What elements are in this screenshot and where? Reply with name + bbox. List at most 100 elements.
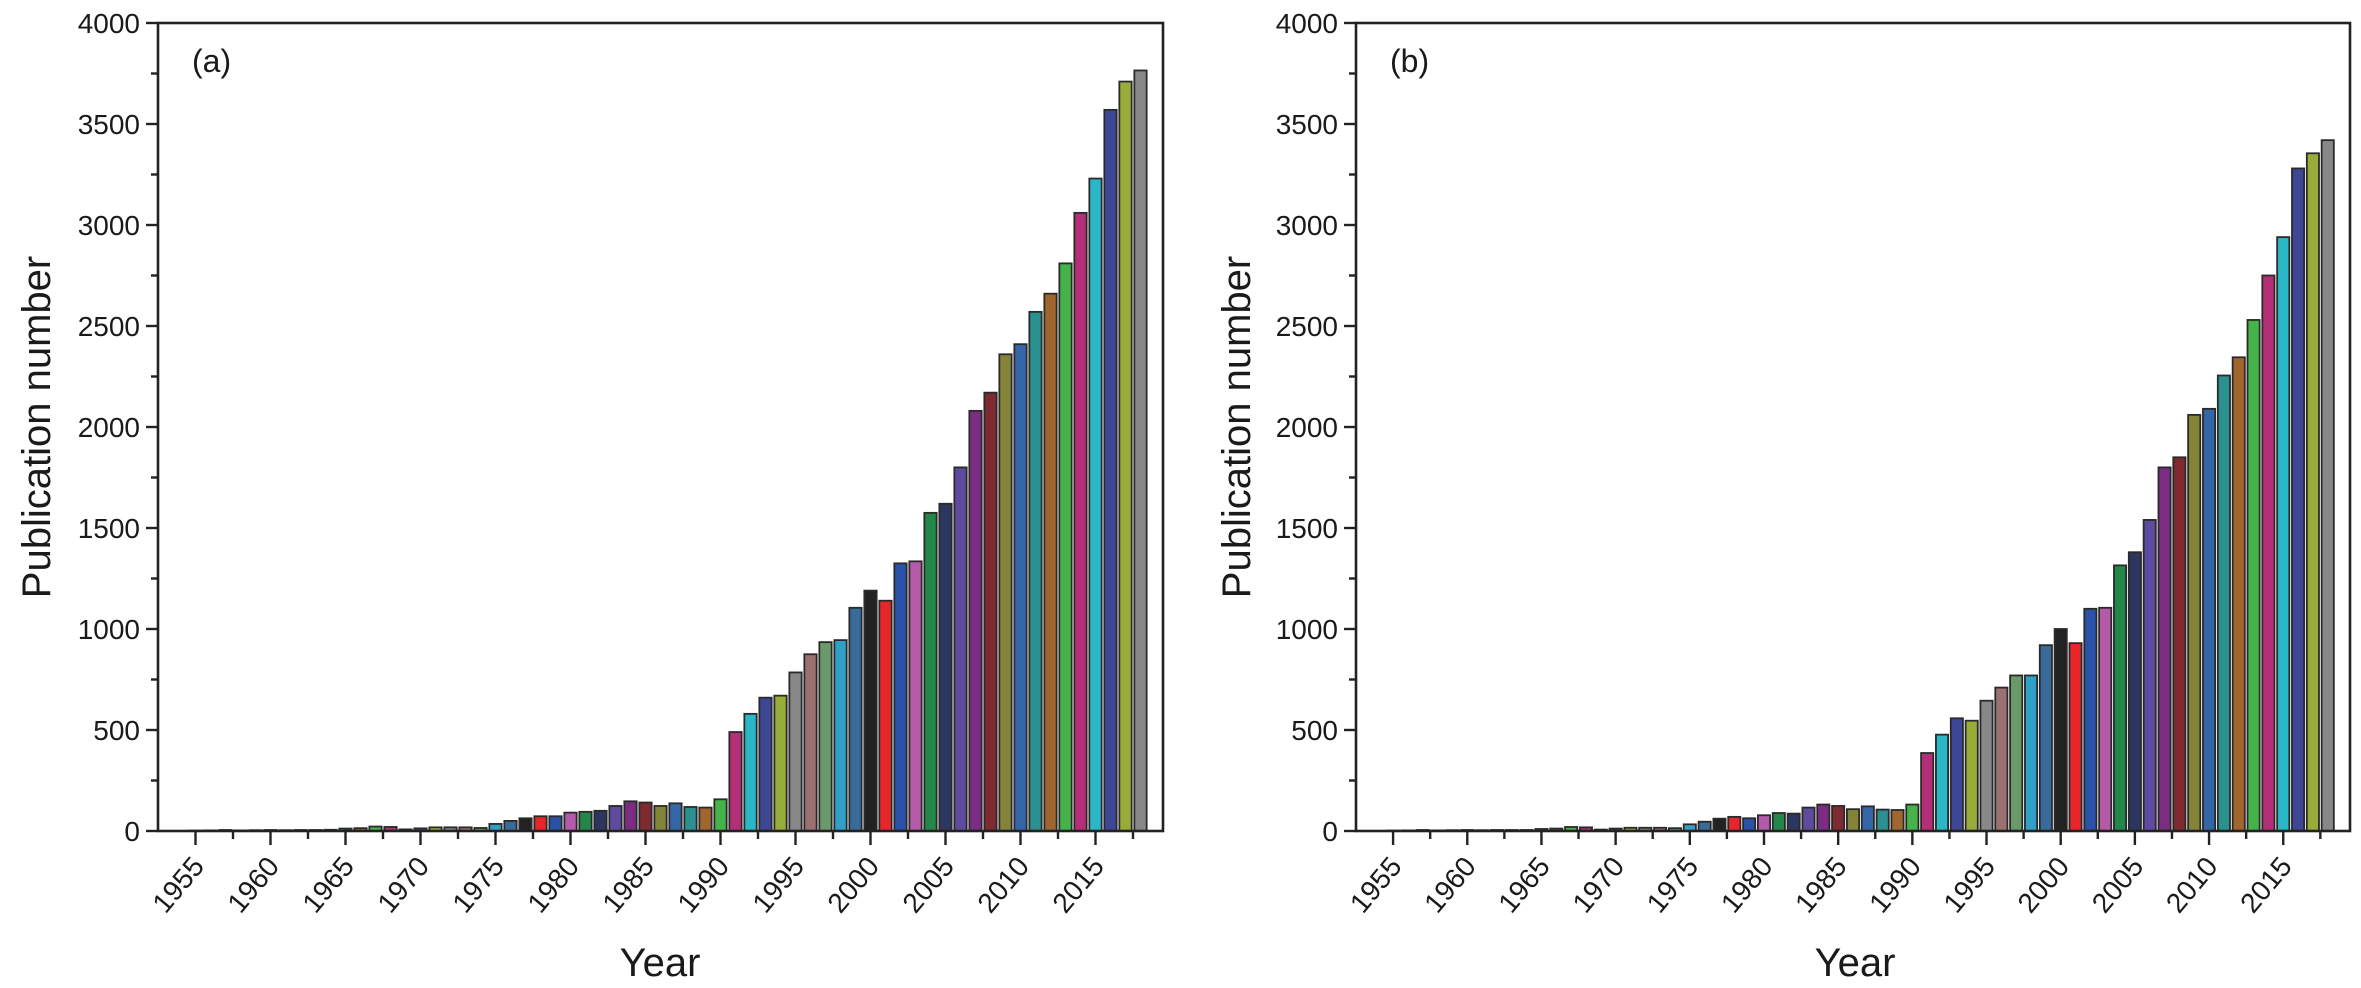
x-tick-label: 2000 (821, 851, 885, 919)
y-tick-label: 4000 (78, 8, 140, 39)
y-tick-label: 1500 (1276, 513, 1338, 544)
bar-b-2002 (2083, 607, 2098, 832)
y-tick-label: 500 (1291, 715, 1338, 746)
bar-a-1998 (833, 639, 848, 832)
x-tick-label: 1995 (1937, 851, 2001, 919)
bar-b-2015 (2276, 236, 2291, 832)
bar-a-2009 (998, 353, 1013, 832)
bar-a-1982 (593, 809, 608, 832)
y-axis-title-b: Publication number (1215, 256, 1259, 598)
x-tick-label: 1975 (1641, 851, 1705, 919)
bar-a-2008 (983, 391, 998, 832)
bar-b-2010 (2202, 407, 2217, 832)
bar-a-1981 (578, 810, 593, 832)
x-tick-label: 1990 (671, 851, 735, 919)
x-tick-label: 1965 (1492, 851, 1556, 919)
bar-a-2005 (938, 502, 953, 832)
bar-b-1976 (1697, 820, 1712, 832)
bar-b-1989 (1890, 809, 1905, 832)
bar-b-1997 (2009, 674, 2024, 832)
bar-b-1978 (1727, 815, 1742, 832)
x-tick-label: 1975 (446, 851, 510, 919)
x-tick-label: 1955 (1344, 851, 1408, 919)
bar-a-2015 (1088, 177, 1103, 832)
bar-b-1996 (1994, 686, 2009, 832)
y-tick-label: 3500 (78, 109, 140, 140)
bar-b-2000 (2053, 628, 2068, 832)
x-tick-label: 2015 (1046, 851, 1110, 919)
bar-b-1994 (1964, 719, 1979, 832)
bar-b-2017 (2305, 152, 2320, 832)
bar-a-1977 (518, 817, 533, 832)
bar-b-2004 (2113, 564, 2128, 832)
bar-b-2007 (2157, 466, 2172, 832)
bar-a-1996 (803, 653, 818, 832)
x-tick-label: 2005 (2086, 851, 2150, 919)
bar-b-1993 (1949, 717, 1964, 832)
bar-b-1987 (1860, 805, 1875, 832)
x-tick-label: 2015 (2234, 851, 2298, 919)
y-tick-label: 500 (93, 715, 140, 746)
bar-a-1983 (608, 805, 623, 832)
x-tick-label: 1970 (371, 851, 435, 919)
bar-a-2018 (1133, 69, 1148, 832)
bar-b-1991 (1920, 752, 1935, 832)
bar-a-1988 (683, 806, 698, 832)
bar-a-1995 (788, 671, 803, 832)
x-tick-label: 2010 (971, 851, 1035, 919)
bar-a-2004 (923, 511, 938, 832)
x-tick-label: 1980 (521, 851, 585, 919)
chart-panel-b: (b) Publication number Year 0 500 1000 1500… (1215, 8, 2352, 985)
y-tick-label: 3000 (78, 210, 140, 241)
x-tick-label: 1960 (1418, 851, 1482, 919)
bar-a-1994 (773, 694, 788, 832)
bar-a-1993 (758, 696, 773, 832)
bar-b-2006 (2142, 519, 2157, 832)
y-tick-label: 3000 (1276, 210, 1338, 241)
bar-b-2008 (2172, 456, 2187, 832)
bar-b-1998 (2024, 674, 2039, 832)
y-axis-title-a: Publication number (15, 256, 59, 598)
bar-b-2014 (2261, 274, 2276, 832)
bar-a-1976 (503, 820, 518, 832)
bar-b-1977 (1712, 817, 1727, 832)
bar-a-2011 (1028, 310, 1043, 832)
bar-a-1989 (698, 806, 713, 832)
bar-a-1987 (668, 802, 683, 832)
y-tick-label: 2500 (1276, 311, 1338, 342)
bar-a-2016 (1103, 108, 1118, 832)
bar-b-2009 (2187, 413, 2202, 832)
x-tick-label: 1985 (1789, 851, 1853, 919)
y-tick-label: 0 (1322, 816, 1338, 847)
bar-b-2013 (2246, 319, 2261, 832)
bar-b-1988 (1875, 808, 1890, 832)
bar-a-2003 (908, 560, 923, 832)
y-tick-label: 1000 (78, 614, 140, 645)
bar-a-2002 (893, 562, 908, 832)
bar-a-2012 (1043, 292, 1058, 832)
bar-a-2006 (953, 466, 968, 832)
bar-b-1985 (1831, 805, 1846, 832)
bar-b-1981 (1771, 812, 1786, 832)
x-axis-title-a: Year (620, 941, 701, 985)
bar-a-1979 (548, 815, 563, 832)
bar-b-2011 (2216, 374, 2231, 832)
bar-b-1983 (1801, 806, 1816, 832)
x-tick-label: 1955 (146, 851, 210, 919)
bar-b-1979 (1742, 817, 1757, 832)
bar-a-2001 (878, 599, 893, 832)
x-tick-label: 1960 (221, 851, 285, 919)
y-tick-label: 4000 (1276, 8, 1338, 39)
bar-a-2010 (1013, 343, 1028, 832)
bar-a-2000 (863, 589, 878, 832)
bar-a-2014 (1073, 211, 1088, 832)
x-tick-label: 2005 (896, 851, 960, 919)
x-tick-label: 1980 (1715, 851, 1779, 919)
bar-a-2007 (968, 409, 983, 832)
x-tick-label: 1965 (296, 851, 360, 919)
bar-b-1986 (1846, 808, 1860, 832)
y-tick-label: 1000 (1276, 614, 1338, 645)
bar-a-1999 (848, 606, 863, 832)
bar-a-1984 (623, 800, 638, 832)
